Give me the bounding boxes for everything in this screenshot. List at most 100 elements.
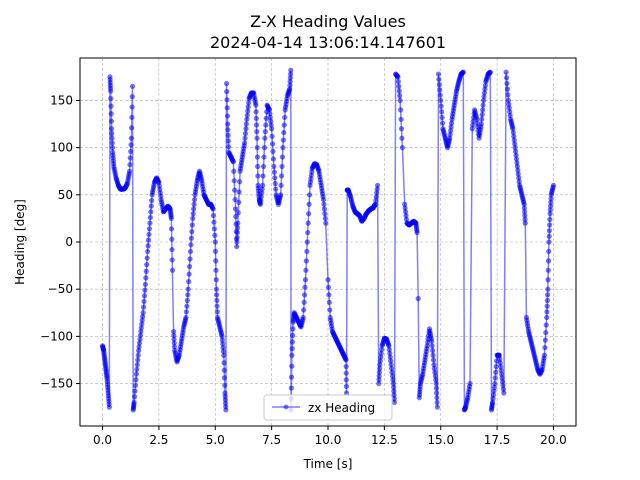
y-axis: −150 −100 −50 0 50 100 150 — [40, 93, 80, 391]
data-point — [171, 344, 178, 350]
data-point — [270, 156, 277, 162]
data-point — [127, 168, 133, 174]
data-point — [191, 201, 197, 207]
data-point — [271, 163, 277, 170]
data-point — [320, 196, 327, 203]
data-point — [546, 239, 552, 245]
data-point — [171, 332, 177, 339]
data-point — [263, 122, 269, 128]
x-tick-label: 15.0 — [427, 433, 454, 447]
data-point — [541, 352, 548, 358]
data-point — [281, 122, 287, 128]
data-point — [492, 380, 498, 387]
chart-subtitle: 2024-04-14 13:06:14.147601 — [210, 33, 446, 52]
legend: zx Heading — [263, 394, 393, 421]
data-point — [487, 69, 493, 75]
data-point — [512, 148, 519, 155]
data-point — [219, 337, 225, 343]
data-point — [211, 219, 217, 225]
data-point — [479, 112, 485, 118]
data-point — [232, 187, 238, 193]
data-point — [389, 373, 396, 379]
data-point — [231, 168, 237, 174]
data-point — [129, 114, 135, 121]
data-point — [543, 322, 549, 328]
data-point — [287, 78, 293, 85]
data-point — [213, 267, 219, 273]
data-point — [136, 347, 142, 354]
data-point — [224, 88, 230, 95]
data-point — [254, 129, 260, 135]
data-point — [481, 94, 487, 100]
data-point — [500, 386, 507, 392]
data-point — [221, 375, 228, 381]
data-point — [438, 97, 444, 104]
data-point — [376, 373, 382, 379]
data-point — [145, 243, 151, 249]
data-point — [499, 375, 505, 381]
data-point — [108, 88, 114, 94]
data-point — [232, 206, 239, 212]
data-point — [133, 371, 139, 377]
data-point — [129, 94, 135, 100]
data-point — [402, 201, 408, 207]
data-point — [434, 395, 440, 401]
data-point — [145, 248, 151, 255]
series-zx-heading — [99, 67, 557, 413]
data-point — [234, 239, 240, 245]
data-point — [521, 209, 528, 215]
data-point — [185, 286, 191, 292]
data-point — [142, 287, 148, 293]
data-point — [433, 380, 439, 387]
data-point — [148, 203, 154, 209]
legend-label: zx Heading — [308, 401, 375, 415]
data-point — [224, 105, 230, 111]
data-point — [139, 317, 145, 323]
data-point — [225, 127, 231, 133]
data-point — [234, 229, 240, 236]
x-tick-label: 12.5 — [371, 433, 398, 447]
data-point — [145, 237, 152, 243]
data-point — [260, 163, 267, 170]
data-point — [272, 180, 278, 187]
data-point — [269, 141, 276, 147]
data-point — [300, 314, 306, 321]
data-point — [183, 314, 189, 321]
data-point — [480, 107, 486, 113]
data-point — [544, 309, 550, 315]
legend-box — [263, 394, 393, 421]
data-point — [129, 83, 136, 89]
data-point — [280, 145, 286, 151]
data-point — [269, 126, 275, 132]
data-point — [402, 209, 409, 215]
data-point — [234, 225, 241, 231]
data-point — [243, 126, 249, 132]
data-point — [290, 332, 296, 339]
data-point — [489, 399, 496, 406]
data-point — [253, 122, 260, 128]
data-point — [429, 343, 435, 349]
data-point — [260, 182, 266, 188]
data-point — [391, 399, 398, 406]
data-point — [491, 384, 497, 390]
data-point — [259, 190, 265, 196]
data-point — [134, 366, 140, 372]
data-point — [438, 103, 444, 109]
data-point — [490, 396, 496, 402]
data-point — [191, 206, 197, 212]
data-point — [187, 248, 194, 255]
data-point — [374, 186, 380, 192]
data-point — [267, 111, 273, 117]
data-point — [144, 262, 150, 268]
data-point — [241, 140, 248, 146]
data-point — [287, 75, 293, 81]
data-point — [169, 236, 175, 242]
data-point — [431, 365, 438, 372]
data-point — [429, 338, 435, 344]
data-point — [143, 275, 149, 281]
data-point — [289, 346, 295, 352]
data-point — [391, 396, 397, 402]
data-point — [273, 186, 279, 192]
data-point — [253, 102, 259, 108]
data-point — [290, 326, 296, 332]
